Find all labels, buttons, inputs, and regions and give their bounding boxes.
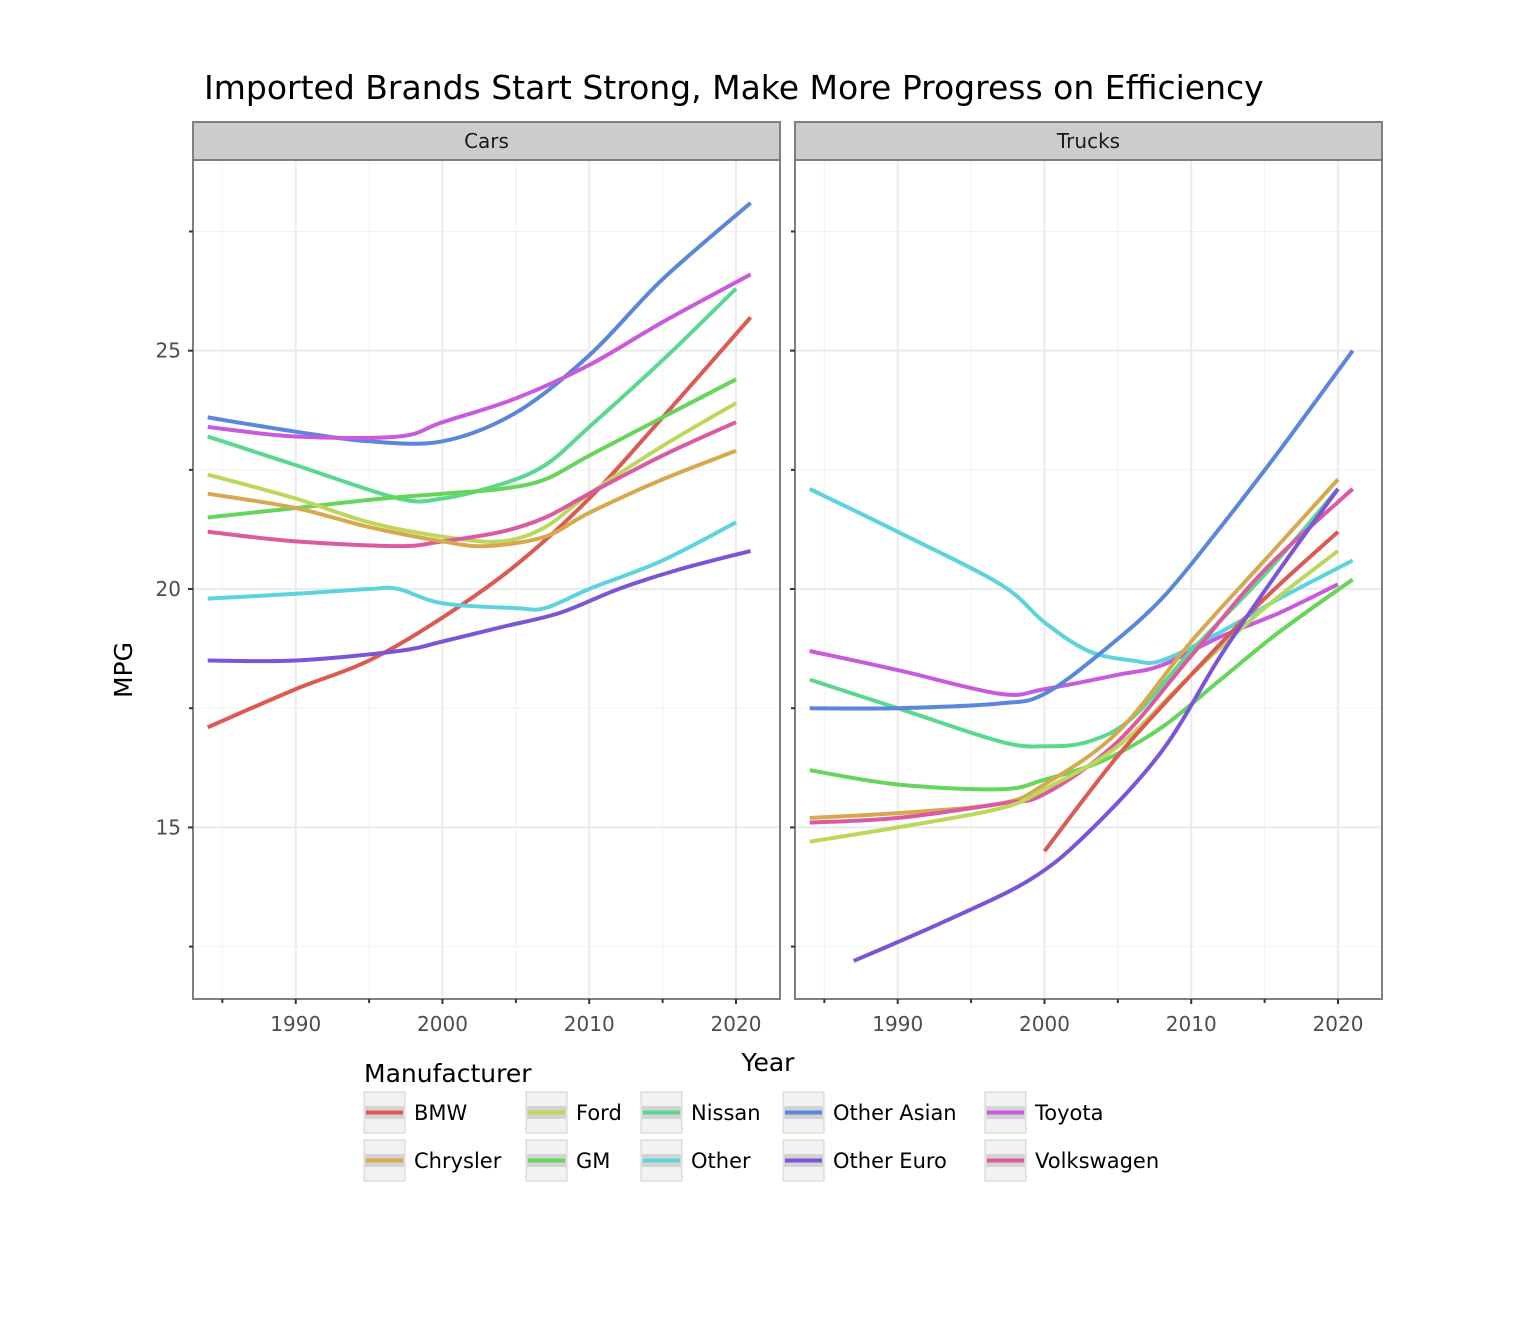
y-axis: [790, 230, 795, 948]
legend-item-toyota: Toyota: [984, 1091, 1104, 1134]
series-line-other-euro: [852, 487, 1340, 963]
x-tick-label: 2010: [564, 1012, 615, 1036]
x-tick-label: 2020: [711, 1012, 762, 1036]
x-tick-label: 2000: [1019, 1012, 1070, 1036]
legend-item-other: Other: [640, 1139, 751, 1182]
legend-item-nissan: Nissan: [640, 1091, 761, 1134]
series-line-other-euro: [207, 548, 752, 664]
series-line-nissan: [207, 287, 738, 504]
gridlines: [795, 160, 1382, 999]
y-tick-label: 15: [156, 815, 181, 839]
series-line-other-asian: [809, 349, 1355, 711]
series-line-ford: [207, 401, 738, 544]
x-axis: 1990 2000 2010 2020: [823, 999, 1364, 1036]
series-line-bmw: [1042, 530, 1340, 853]
legend-label: Other Asian: [833, 1101, 957, 1125]
x-tick-label: 2000: [417, 1012, 468, 1036]
legend-label: Toyota: [1034, 1101, 1104, 1125]
series-line-gm: [207, 377, 737, 520]
series-line-nissan: [809, 487, 1340, 749]
legend: Manufacturer BMW Chrysler Ford GM Nissan Othe…: [363, 1059, 1159, 1182]
legend-label: Other: [691, 1149, 751, 1173]
series-lines: [808, 349, 1355, 963]
legend-item-chrysler: Chrysler: [363, 1139, 502, 1182]
legend-item-bmw: BMW: [363, 1091, 468, 1134]
series-line-gm: [809, 577, 1354, 792]
x-tick-label: 1990: [270, 1012, 321, 1036]
legend-entries: BMW Chrysler Ford GM Nissan Other Other Asian O…: [363, 1091, 1159, 1182]
legend-item-gm: GM: [525, 1139, 610, 1182]
panel-cars: Cars 1990 2000 2010 2020 15 20 25: [156, 121, 781, 1036]
legend-item-volkswagen: Volkswagen: [984, 1139, 1159, 1182]
legend-item-other-euro: Other Euro: [782, 1139, 947, 1182]
series-line-toyota: [809, 582, 1339, 697]
series-line-chrysler: [207, 448, 737, 549]
facet-label: Cars: [464, 129, 509, 153]
x-tick-label: 2020: [1313, 1012, 1364, 1036]
x-tick-label: 2010: [1166, 1012, 1217, 1036]
legend-item-ford: Ford: [525, 1091, 622, 1134]
series-line-chrysler: [809, 478, 1340, 820]
legend-label: BMW: [414, 1101, 468, 1125]
plot-background: [795, 160, 1382, 999]
series-line-other: [808, 487, 1354, 666]
legend-item-other-asian: Other Asian: [782, 1091, 957, 1134]
facet-strip: [794, 121, 1383, 161]
legend-label: Ford: [576, 1101, 622, 1125]
y-tick-label: 20: [156, 577, 181, 601]
panel-trucks: Trucks 1990 2000 2010 2020: [790, 121, 1383, 1036]
legend-title: Manufacturer: [364, 1059, 532, 1088]
series-line-volkswagen: [207, 420, 737, 549]
series-line-other-asian: [207, 201, 752, 446]
series-line-other: [207, 520, 737, 612]
series-lines: [206, 201, 753, 730]
x-axis: 1990 2000 2010 2020: [221, 999, 762, 1036]
y-axis: 15 20 25: [156, 230, 193, 948]
series-line-ford: [809, 549, 1340, 844]
y-tick-label: 25: [156, 339, 181, 363]
x-tick-label: 1990: [872, 1012, 923, 1036]
facet-strip: [192, 121, 781, 161]
legend-label: Volkswagen: [1035, 1149, 1159, 1173]
legend-label: Nissan: [691, 1101, 761, 1125]
x-axis-title: Year: [741, 1048, 796, 1077]
plot-background: [193, 160, 780, 999]
series-line-toyota: [207, 272, 752, 441]
chart-title: Imported Brands Start Strong, Make More …: [204, 68, 1264, 107]
y-axis-title: MPG: [109, 642, 138, 698]
legend-label: GM: [576, 1149, 610, 1173]
facet-label: Trucks: [1056, 129, 1120, 153]
legend-label: Other Euro: [833, 1149, 947, 1173]
legend-label: Chrysler: [414, 1149, 502, 1173]
panels: Cars 1990 2000 2010 2020 15 20 25 Trucks 1990 2000…: [156, 121, 1383, 1036]
